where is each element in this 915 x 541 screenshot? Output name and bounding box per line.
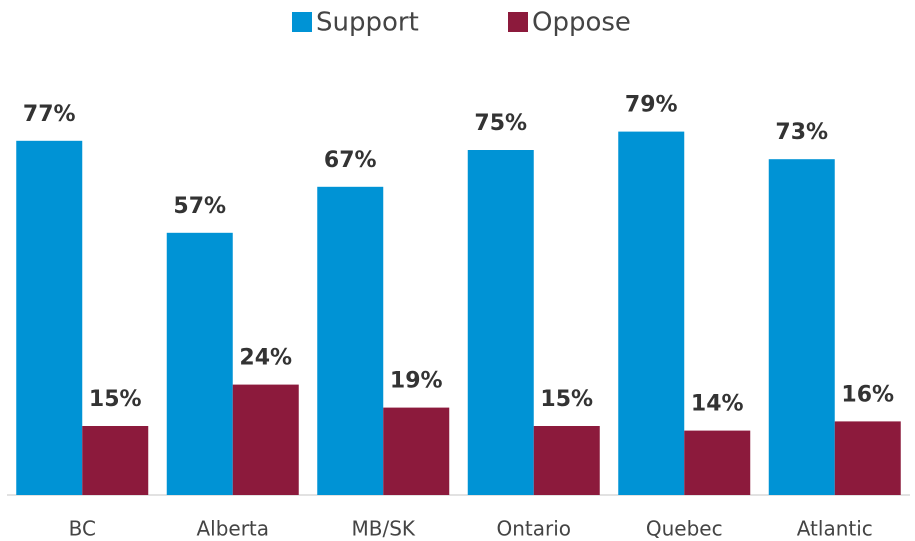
bar — [232, 384, 299, 495]
bar — [82, 426, 149, 495]
legend-label: Oppose — [532, 8, 631, 38]
value-label: 14% — [691, 392, 744, 417]
bar — [533, 426, 600, 495]
x-tick-label: Alberta — [196, 517, 269, 541]
value-label: 73% — [775, 120, 828, 145]
bar — [166, 232, 233, 496]
value-label: 79% — [625, 93, 678, 118]
bar — [16, 140, 83, 496]
x-tick-label: MB/SK — [351, 517, 415, 541]
value-label: 67% — [324, 148, 377, 173]
value-label: 75% — [474, 111, 527, 136]
value-label: 19% — [390, 369, 443, 394]
value-label: 77% — [23, 102, 76, 127]
value-label: 16% — [841, 382, 894, 407]
value-label: 15% — [89, 387, 142, 412]
legend-label: Support — [316, 8, 419, 38]
x-tick-label: Atlantic — [797, 517, 873, 541]
value-label: 57% — [173, 194, 226, 219]
x-tick-label: Ontario — [496, 517, 571, 541]
bar — [383, 407, 450, 495]
x-tick-label: BC — [69, 517, 96, 541]
bar — [467, 150, 534, 495]
bar — [684, 430, 751, 495]
legend-swatch — [508, 12, 528, 32]
bar — [317, 186, 384, 496]
bar — [834, 421, 901, 495]
bar — [618, 131, 685, 495]
x-tick-label: Quebec — [646, 517, 723, 541]
legend-swatch — [292, 12, 312, 32]
value-label: 24% — [239, 346, 292, 371]
bar — [768, 159, 835, 495]
value-label: 15% — [540, 387, 593, 412]
